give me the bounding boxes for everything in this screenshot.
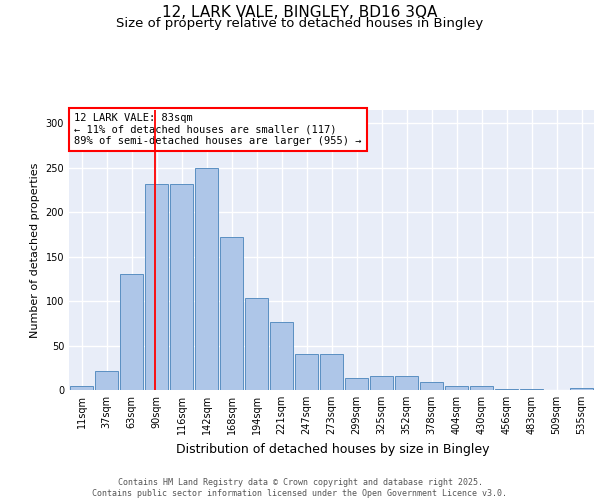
Bar bbox=[95, 372, 118, 390]
Bar bbox=[194, 168, 218, 390]
Bar bbox=[245, 298, 268, 390]
Bar bbox=[119, 274, 143, 390]
Y-axis label: Number of detached properties: Number of detached properties bbox=[30, 162, 40, 338]
Bar bbox=[445, 386, 469, 390]
Bar bbox=[520, 389, 544, 390]
Bar bbox=[145, 184, 169, 390]
Text: Contains HM Land Registry data © Crown copyright and database right 2025.
Contai: Contains HM Land Registry data © Crown c… bbox=[92, 478, 508, 498]
Text: Size of property relative to detached houses in Bingley: Size of property relative to detached ho… bbox=[116, 18, 484, 30]
Bar bbox=[220, 237, 244, 390]
Bar bbox=[70, 386, 94, 390]
Bar bbox=[344, 378, 368, 390]
Text: 12 LARK VALE: 83sqm
← 11% of detached houses are smaller (117)
89% of semi-detac: 12 LARK VALE: 83sqm ← 11% of detached ho… bbox=[74, 113, 362, 146]
Bar bbox=[470, 386, 493, 390]
Bar bbox=[494, 389, 518, 390]
Bar bbox=[370, 376, 394, 390]
Bar bbox=[170, 184, 193, 390]
Bar bbox=[419, 382, 443, 390]
Bar bbox=[320, 354, 343, 390]
Bar bbox=[269, 322, 293, 390]
Text: Distribution of detached houses by size in Bingley: Distribution of detached houses by size … bbox=[176, 442, 490, 456]
Bar bbox=[295, 354, 319, 390]
Text: 12, LARK VALE, BINGLEY, BD16 3QA: 12, LARK VALE, BINGLEY, BD16 3QA bbox=[163, 5, 437, 20]
Bar bbox=[569, 388, 593, 390]
Bar bbox=[395, 376, 418, 390]
